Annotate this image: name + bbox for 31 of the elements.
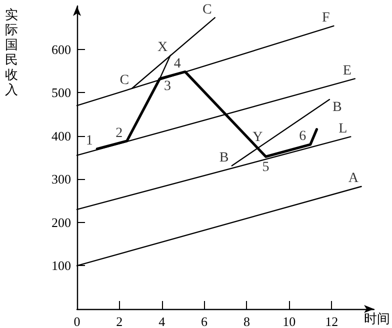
y-tick-label: 400: [52, 128, 71, 144]
x-tick-label: 8: [243, 314, 250, 328]
annotation: F: [322, 10, 330, 26]
x-tick-label: 6: [201, 314, 208, 328]
annotation: 4: [174, 56, 181, 72]
annotation: 5: [262, 160, 270, 176]
y-tick-label: 600: [52, 42, 71, 57]
annotation: C: [120, 72, 130, 88]
annotation: B: [332, 100, 342, 115]
annotation: 1: [86, 134, 93, 149]
x-tick-label: 4: [158, 314, 166, 328]
annotation: 2: [116, 126, 123, 141]
x-tick-label: 12: [325, 314, 338, 328]
y-tick-label: 300: [52, 172, 71, 187]
annotation: X: [158, 40, 168, 56]
y-tick-label: 100: [52, 258, 71, 274]
x-tick-label: 10: [282, 314, 296, 328]
annotation: Y: [252, 130, 263, 145]
annotation: E: [342, 63, 352, 78]
y-tick-label: 500: [52, 85, 71, 100]
y-tick-label: 200: [52, 214, 71, 230]
annotation: 3: [164, 79, 172, 94]
x-tick-label: 0: [74, 314, 80, 328]
y-axis-title: 实际国民收入: [5, 8, 18, 98]
annotation: A: [348, 171, 360, 186]
annotation: C: [202, 2, 212, 18]
annotation: 6: [299, 129, 306, 144]
x-tick-label: 2: [116, 314, 123, 328]
annotation: L: [338, 121, 348, 136]
annotation: B: [219, 150, 229, 166]
x-axis-title: 时间: [364, 312, 390, 327]
